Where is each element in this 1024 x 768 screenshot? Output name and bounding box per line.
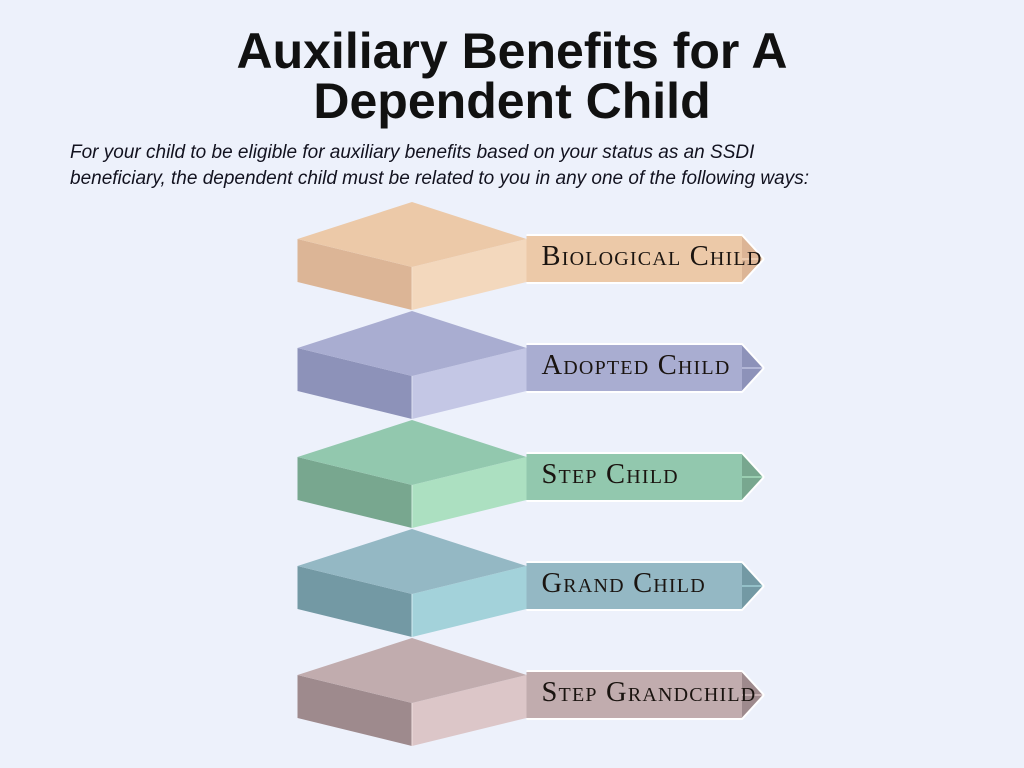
- svg-text:Step Child: Step Child: [542, 459, 679, 490]
- svg-text:Adopted Child: Adopted Child: [542, 350, 731, 381]
- svg-text:Grand Child: Grand Child: [542, 568, 706, 599]
- svg-text:Biological Child: Biological Child: [542, 241, 763, 272]
- svg-text:Step Grandchild: Step Grandchild: [542, 677, 757, 708]
